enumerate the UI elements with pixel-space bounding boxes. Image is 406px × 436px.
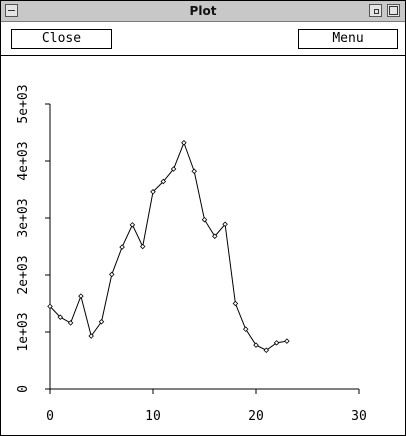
x-tick-label: 30 (351, 409, 367, 424)
x-tick-label: 0 (46, 409, 54, 424)
y-tick-label: 4e+03 (16, 141, 31, 180)
data-point (170, 166, 177, 172)
y-tick-label: 1e+03 (16, 312, 31, 351)
window-menu-icon[interactable] (5, 4, 18, 17)
data-point (212, 233, 218, 240)
data-point (284, 338, 290, 344)
y-tick-label: 5e+03 (16, 84, 31, 123)
data-point (119, 244, 125, 250)
title-bar[interactable]: Plot (1, 1, 405, 22)
x-tick-label: 20 (248, 409, 264, 424)
y-tick-label: 3e+03 (16, 198, 31, 237)
data-point (263, 347, 270, 354)
data-point (191, 168, 197, 175)
y-tick-label: 2e+03 (16, 255, 31, 294)
data-point (222, 221, 228, 228)
data-point (139, 243, 146, 250)
data-point (129, 222, 136, 228)
data-point (201, 216, 208, 223)
data-point (160, 178, 167, 185)
data-point (253, 342, 259, 348)
y-tick-label: 0 (16, 385, 31, 393)
x-tick-label: 10 (145, 409, 161, 424)
window-title: Plot (189, 4, 217, 18)
menu-button[interactable]: Menu (298, 29, 398, 49)
data-point (232, 300, 239, 307)
data-point (88, 333, 94, 339)
data-point (150, 189, 156, 195)
data-point (273, 340, 280, 346)
data-point (242, 326, 249, 332)
minimize-icon[interactable] (369, 4, 382, 17)
data-point (181, 139, 187, 146)
maximize-icon[interactable] (387, 4, 400, 17)
data-point (67, 320, 74, 326)
data-point (78, 293, 84, 299)
data-point (47, 303, 53, 310)
toolbar-divider (1, 55, 405, 56)
data-point (109, 271, 115, 278)
data-point (98, 318, 105, 325)
series-line (49, 141, 287, 351)
data-point (57, 314, 64, 320)
close-button[interactable]: Close (11, 29, 112, 49)
